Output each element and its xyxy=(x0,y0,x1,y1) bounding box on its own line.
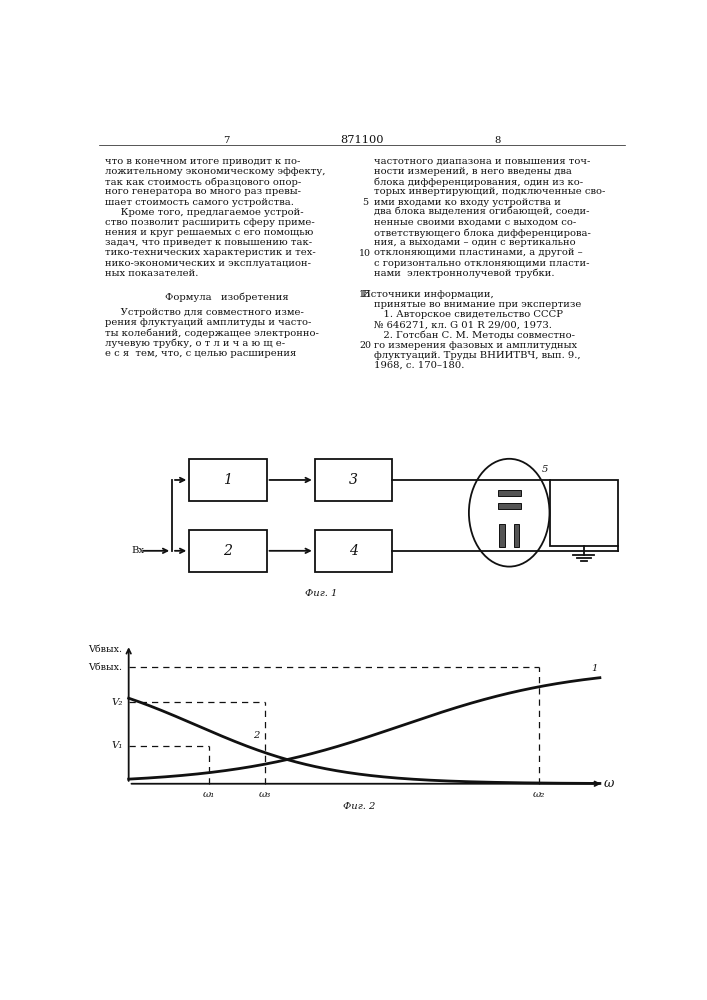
Text: нами  электроннолучевой трубки.: нами электроннолучевой трубки. xyxy=(373,269,554,278)
Text: блока дифференцирования, один из ко-: блока дифференцирования, один из ко- xyxy=(373,177,583,187)
Text: V₂: V₂ xyxy=(111,698,122,707)
Bar xyxy=(189,459,267,501)
Bar xyxy=(189,530,267,572)
Bar xyxy=(498,490,521,496)
Text: Кроме того, предлагаемое устрой-: Кроме того, предлагаемое устрой- xyxy=(105,208,304,217)
Text: ного генератора во много раз превы-: ного генератора во много раз превы- xyxy=(105,187,301,196)
Text: 2: 2 xyxy=(223,544,233,558)
Text: ими входами ко входу устройства и: ими входами ко входу устройства и xyxy=(373,198,561,207)
Text: 2. Готсбан С. М. Методы совместно-: 2. Готсбан С. М. Методы совместно- xyxy=(373,330,575,339)
Text: ω₃: ω₃ xyxy=(259,790,271,799)
Text: ложительному экономическому эффекту,: ложительному экономическому эффекту, xyxy=(105,167,326,176)
Bar xyxy=(514,524,519,547)
Text: Фиг. 2: Фиг. 2 xyxy=(344,802,376,811)
Text: ных показателей.: ных показателей. xyxy=(105,269,199,278)
Bar xyxy=(499,524,505,547)
Text: ности измерений, в него введены два: ности измерений, в него введены два xyxy=(373,167,571,176)
Text: Vбвых.: Vбвых. xyxy=(88,663,122,672)
Text: 20: 20 xyxy=(359,341,371,350)
Text: Устройство для совместного изме-: Устройство для совместного изме- xyxy=(105,308,304,317)
Text: два блока выделения огибающей, соеди-: два блока выделения огибающей, соеди- xyxy=(373,208,589,217)
Bar xyxy=(549,480,618,546)
Text: тико-технических характеристик и тех-: тико-технических характеристик и тех- xyxy=(105,248,316,257)
Text: 15: 15 xyxy=(359,290,371,299)
Text: ненные своими входами с выходом со-: ненные своими входами с выходом со- xyxy=(373,218,575,227)
Text: е с я  тем, что, с целью расширения: е с я тем, что, с целью расширения xyxy=(105,349,297,358)
Text: 1. Авторское свидетельство СССР: 1. Авторское свидетельство СССР xyxy=(373,310,563,319)
Text: 5: 5 xyxy=(362,198,368,207)
Text: принятые во внимание при экспертизе: принятые во внимание при экспертизе xyxy=(373,300,581,309)
Text: лучевую трубку, о т л и ч а ю щ е-: лучевую трубку, о т л и ч а ю щ е- xyxy=(105,339,286,348)
Text: 871100: 871100 xyxy=(340,135,384,145)
Text: 5: 5 xyxy=(542,465,548,474)
Text: 3: 3 xyxy=(349,473,358,487)
Text: го измерения фазовых и амплитудных: го измерения фазовых и амплитудных xyxy=(373,341,577,350)
Text: с горизонтально отклоняющими пласти-: с горизонтально отклоняющими пласти- xyxy=(373,259,589,268)
Text: рения флуктуаций амплитуды и часто-: рения флуктуаций амплитуды и часто- xyxy=(105,318,312,327)
Text: Фиг. 1: Фиг. 1 xyxy=(305,589,337,598)
Text: частотного диапазона и повышения точ-: частотного диапазона и повышения точ- xyxy=(373,157,590,166)
Text: 1: 1 xyxy=(223,473,233,487)
Text: Источники информации,: Источники информации, xyxy=(362,290,493,299)
Bar xyxy=(315,530,392,572)
Text: № 646271, кл. G 01 R 29/00, 1973.: № 646271, кл. G 01 R 29/00, 1973. xyxy=(373,320,551,329)
Text: 4: 4 xyxy=(349,544,358,558)
Text: что в конечном итоге приводит к по-: что в конечном итоге приводит к по- xyxy=(105,157,300,166)
Text: так как стоимость образцового опор-: так как стоимость образцового опор- xyxy=(105,177,302,187)
Text: Вх: Вх xyxy=(131,546,144,555)
Text: 7: 7 xyxy=(223,136,230,145)
Text: нения и круг решаемых с его помощью: нения и круг решаемых с его помощью xyxy=(105,228,314,237)
Bar xyxy=(498,503,521,509)
Text: ω: ω xyxy=(604,777,614,790)
Text: 8: 8 xyxy=(494,136,501,145)
Text: ω₁: ω₁ xyxy=(203,790,215,799)
Text: ния, а выходами – один с вертикально: ния, а выходами – один с вертикально xyxy=(373,238,575,247)
Text: 1: 1 xyxy=(592,664,598,673)
Text: ство позволит расширить сферу приме-: ство позволит расширить сферу приме- xyxy=(105,218,315,227)
Text: V₁: V₁ xyxy=(111,741,122,750)
Text: Формула   изобретения: Формула изобретения xyxy=(165,293,288,302)
Text: торых инвертирующий, подключенные сво-: торых инвертирующий, подключенные сво- xyxy=(373,187,605,196)
Text: ω₂: ω₂ xyxy=(532,790,545,799)
Text: 2: 2 xyxy=(253,731,259,740)
Text: отклоняющими пластинами, а другой –: отклоняющими пластинами, а другой – xyxy=(373,248,582,257)
Text: шает стоимость самого устройства.: шает стоимость самого устройства. xyxy=(105,198,294,207)
Bar xyxy=(315,459,392,501)
Text: задач, что приведет к повышению так-: задач, что приведет к повышению так- xyxy=(105,238,312,247)
Text: ты колебаний, содержащее электронно-: ты колебаний, содержащее электронно- xyxy=(105,328,320,338)
Text: ответствующего блока дифференцирова-: ответствующего блока дифференцирова- xyxy=(373,228,590,238)
Text: Vбвых.: Vбвых. xyxy=(88,645,122,654)
Text: 10: 10 xyxy=(359,249,371,258)
Text: нико-экономических и эксплуатацион-: нико-экономических и эксплуатацион- xyxy=(105,259,311,268)
Text: 1968, с. 170–180.: 1968, с. 170–180. xyxy=(373,361,464,370)
Text: флуктуаций. Труды ВНИИТВЧ, вып. 9.,: флуктуаций. Труды ВНИИТВЧ, вып. 9., xyxy=(373,351,580,360)
